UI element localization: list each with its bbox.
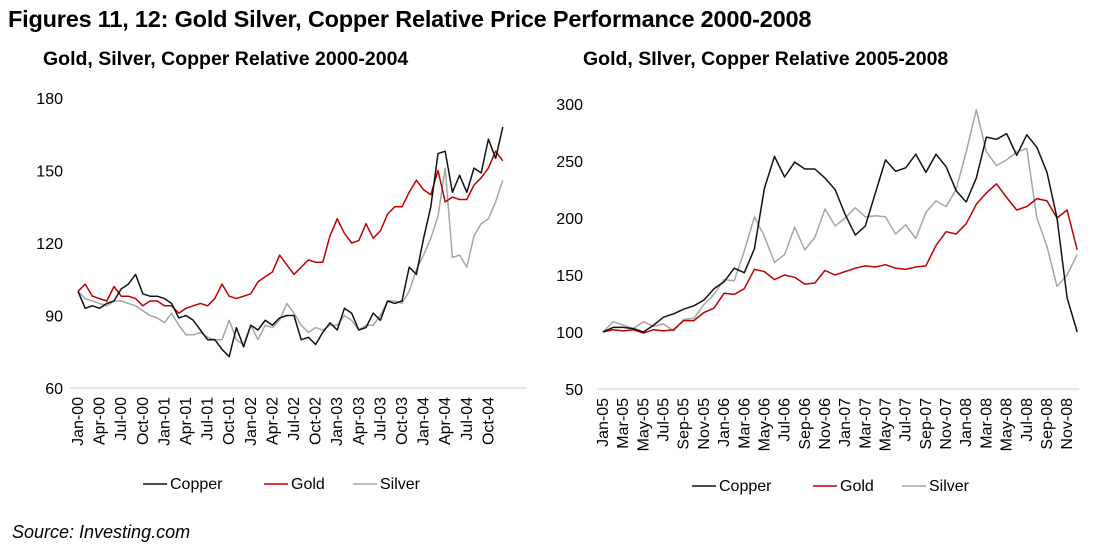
x-tick-label: Jul-05 xyxy=(656,398,673,442)
x-tick-label: Jan-01 xyxy=(156,397,173,446)
x-tick-label: Mar-08 xyxy=(978,398,995,449)
x-tick-label: Apr-01 xyxy=(178,397,195,445)
legend-label-copper: Copper xyxy=(719,478,772,495)
x-tick-label: Oct-02 xyxy=(308,397,325,445)
x-tick-label: Jan-08 xyxy=(958,398,975,447)
y-tick-label: 180 xyxy=(36,91,63,108)
y-tick-label: 150 xyxy=(556,268,583,285)
x-tick-label: Apr-02 xyxy=(264,397,281,445)
source-note: Source: Investing.com xyxy=(12,522,191,542)
x-tick-label: Nov-05 xyxy=(696,398,713,450)
series-line-copper xyxy=(602,132,1078,333)
x-tick-label: Oct-00 xyxy=(135,397,152,445)
y-tick-label: 300 xyxy=(556,97,583,114)
y-tick-label: 250 xyxy=(556,154,583,171)
figure-title: Figures 11, 12: Gold Silver, Copper Rela… xyxy=(8,6,812,32)
series-line-silver xyxy=(602,108,1078,333)
x-tick-label: Jan-06 xyxy=(716,398,733,447)
x-tick-label: Jul-07 xyxy=(898,398,915,442)
y-tick-label: 100 xyxy=(556,325,583,342)
x-tick-label: Nov-06 xyxy=(817,398,834,450)
x-tick-label: Jan-00 xyxy=(70,397,87,446)
x-tick-label: Jan-05 xyxy=(595,398,612,447)
x-tick-label: Jul-08 xyxy=(1019,398,1036,442)
x-tick-label: Nov-07 xyxy=(938,398,955,450)
x-tick-label: Mar-06 xyxy=(736,398,753,449)
x-tick-label: May-07 xyxy=(878,398,895,451)
y-tick-label: 150 xyxy=(36,164,63,181)
x-tick-label: Sep-05 xyxy=(676,398,693,450)
y-tick-label: 120 xyxy=(36,236,63,253)
x-tick-label: Sep-08 xyxy=(1039,398,1056,450)
x-tick-label: Sep-07 xyxy=(918,398,935,450)
right-chart-title: Gold, SIlver, Copper Relative 2005-2008 xyxy=(583,48,949,70)
legend-label-copper: Copper xyxy=(170,476,223,493)
x-tick-label: Jul-01 xyxy=(200,397,217,441)
x-tick-label: Mar-05 xyxy=(615,398,632,449)
series-line-silver xyxy=(77,167,504,346)
series-line-copper xyxy=(77,126,504,358)
x-tick-label: Apr-04 xyxy=(437,397,454,445)
x-tick-label: May-05 xyxy=(635,398,652,451)
legend-label-gold: Gold xyxy=(291,476,325,493)
y-tick-label: 60 xyxy=(45,381,63,398)
legend-label-silver: Silver xyxy=(380,476,421,493)
x-tick-label: May-06 xyxy=(756,398,773,451)
x-tick-label: Jan-07 xyxy=(837,398,854,447)
x-tick-label: Nov-08 xyxy=(1059,398,1076,450)
series-line-gold xyxy=(602,183,1078,334)
x-tick-label: Apr-03 xyxy=(351,397,368,445)
y-tick-label: 90 xyxy=(45,309,63,326)
x-tick-label: Jul-00 xyxy=(113,397,130,441)
x-tick-label: Jan-02 xyxy=(243,397,260,446)
y-tick-label: 50 xyxy=(565,382,583,399)
x-tick-label: Oct-03 xyxy=(394,397,411,445)
x-tick-label: Apr-00 xyxy=(92,397,109,445)
x-tick-label: Jan-04 xyxy=(416,397,433,446)
legend-label-gold: Gold xyxy=(840,478,874,495)
x-tick-label: Jan-03 xyxy=(329,397,346,446)
legend: Copper Gold Silver xyxy=(143,476,421,493)
x-tick-label: May-08 xyxy=(999,398,1016,451)
x-tick-label: Mar-07 xyxy=(857,398,874,449)
x-tick-label: Jul-06 xyxy=(777,398,794,442)
x-tick-label: Oct-04 xyxy=(480,397,497,445)
left-chart-title: Gold, Silver, Copper Relative 2000-2004 xyxy=(43,48,409,70)
legend: Copper Gold Silver xyxy=(692,478,970,495)
legend-label-silver: Silver xyxy=(929,478,970,495)
x-tick-label: Jul-03 xyxy=(372,397,389,441)
x-tick-label: Jul-04 xyxy=(459,397,476,441)
x-tick-label: Jul-02 xyxy=(286,397,303,441)
y-tick-label: 200 xyxy=(556,211,583,228)
x-tick-label: Sep-06 xyxy=(797,398,814,450)
series-line-gold xyxy=(77,150,504,314)
x-tick-label: Oct-01 xyxy=(221,397,238,445)
